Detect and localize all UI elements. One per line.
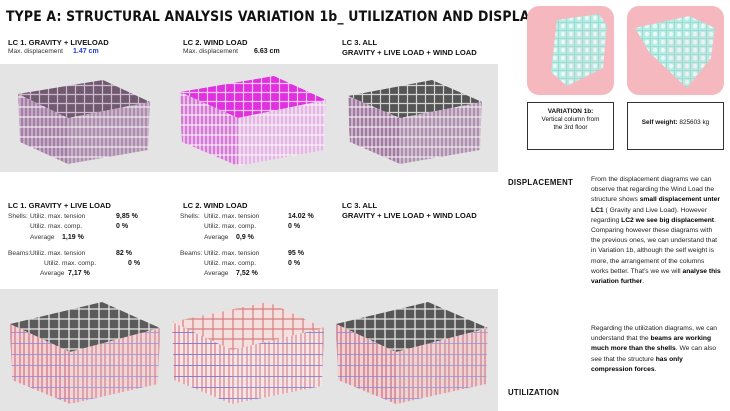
lc1-utilization-title: LC 1. GRAVITY + LIVE LOAD <box>8 201 111 210</box>
lc1-shells-tension-label: Utiliz. max. tension <box>30 213 86 220</box>
variation-thumbnail <box>527 6 614 95</box>
lc3-displacement-header: LC 3. ALL GRAVITY + LIVE LOAD + WIND LOA… <box>342 38 477 58</box>
lc1-displacement-header: LC 1. GRAVITY + LIVELOAD Max. displaceme… <box>8 38 109 55</box>
lc2-shells-comp-label: Utiliz. max. comp. <box>204 223 257 230</box>
lc1-disp-label: Max. displacement <box>8 48 63 55</box>
lc2-displacement-header: LC 2. WIND LOAD Max. displacement 6.63 c… <box>183 38 280 55</box>
self-weight-value: 825603 kg <box>679 119 710 126</box>
lc2-utilization-stats: Shells: Utiliz. max. tension 14.02 % Uti… <box>180 213 340 283</box>
lc2-displacement-model-image <box>176 70 331 170</box>
para1-text-4: . <box>642 278 645 286</box>
lc2-shells-avg-label: Average <box>204 234 229 241</box>
para2-bold-1: beams are working much more than the she… <box>591 335 712 353</box>
lc1-beams-tension: 82 % <box>116 250 132 257</box>
variation-desc-line1: Vertical column from <box>541 116 600 123</box>
page-title: TYPE A: STRUCTURAL ANALYSIS VARIATION 1b… <box>6 9 589 25</box>
lc1-shells-comp: 0 % <box>116 223 129 230</box>
lc1-beams-avg: 7,17 % <box>68 270 90 277</box>
lc3-utilization-header: LC 3. ALL GRAVITY + LIVE LOAD + WIND LOA… <box>342 201 477 221</box>
utilization-heading: UTILIZATION <box>508 388 560 397</box>
lc1-beams-comp: 0 % <box>128 260 141 267</box>
lc2-title: LC 2. WIND LOAD <box>183 38 248 47</box>
lc1-utilization-model-image <box>4 294 164 408</box>
lc2-utilization-model-image <box>168 294 328 408</box>
lc3-utilization-model-image <box>330 294 492 408</box>
displacement-paragraph: From the displacement diagrams we can ob… <box>591 175 721 287</box>
lc1-utilization-stats: Shells: Utiliz. max. tension 9,85 % Util… <box>8 213 168 283</box>
lc2-disp-value: 6.63 cm <box>253 48 280 55</box>
lc2-beams-comp-label: Utiliz. max. comp. <box>204 260 257 267</box>
para1-bold-2: LC2 we see big displacement <box>621 216 715 224</box>
lc2-shells-tension-label: Utiliz. max. tension <box>204 213 260 220</box>
para1-text-1: From the displacement diagrams we can ob… <box>591 176 715 204</box>
lc1-shells-avg: 1,19 % <box>62 234 84 241</box>
lc3-util-title-line1: LC 3. ALL <box>342 201 378 210</box>
lc2-beams-tension: 95 % <box>288 250 304 257</box>
lc2-shells-avg: 0,9 % <box>236 234 254 241</box>
variation-desc-line2: the 3rd floor <box>553 124 588 131</box>
lc1-disp-value: 1.47 cm <box>72 48 99 55</box>
variation-caption: VARIATION 1b: Vertical column from the 3… <box>527 102 614 150</box>
displacement-heading: DISPLACEMENT <box>508 178 574 187</box>
lc2-beams-label: Beams: <box>180 250 203 257</box>
lc2-shells-comp: 0 % <box>288 223 301 230</box>
self-weight-caption: Self weight: 825603 kg <box>627 102 724 150</box>
lc1-shells-comp-label: Utiliz. max. comp. <box>30 223 83 230</box>
para1-bold-3: analyse this variation further <box>591 267 721 286</box>
utilization-paragraph: Regarding the utilization diagrams, we c… <box>591 324 721 375</box>
self-weight-thumbnail <box>627 6 724 95</box>
lc2-beams-avg-label: Average <box>204 270 229 277</box>
self-weight-label: Self weight: <box>641 119 678 126</box>
lc1-beams-avg-label: Average <box>40 270 65 277</box>
para2-text-1: Regarding the utilization diagrams, we c… <box>591 325 718 343</box>
variation-name: VARIATION 1b: <box>547 108 594 115</box>
lc2-beams-avg: 7,52 % <box>236 270 258 277</box>
lc2-beams-comp: 0 % <box>288 260 301 267</box>
lc1-shells-avg-label: Average <box>30 234 55 241</box>
lc2-shells-label: Shells: <box>180 213 200 220</box>
para1-text-2: ( Gravity and Live Load). However regard… <box>591 206 707 224</box>
lc2-disp-label: Max. displacement <box>183 48 238 55</box>
lc2-beams-tension-label: Utiliz. max. tension <box>204 250 260 257</box>
para2-text-2: . We can also see that the structure <box>591 345 717 363</box>
para1-bold-1: small displacement unter LC1 <box>591 196 720 214</box>
lc2-utilization-title: LC 2. WIND LOAD <box>183 201 248 210</box>
lc3-displacement-model-image <box>340 72 490 168</box>
lc2-shells-tension: 14.02 % <box>288 213 314 220</box>
lc1-title: LC 1. GRAVITY + LIVELOAD <box>8 38 109 47</box>
lc1-beams-comp-label: Utiliz. max. comp. <box>44 260 97 267</box>
lc3-title-line2: GRAVITY + LIVE LOAD + WIND LOAD <box>342 48 477 57</box>
para2-bold-2: has only compression forces <box>591 355 683 373</box>
lc1-beams-label: Beams: <box>8 250 31 257</box>
lc1-shells-tension: 9,85 % <box>116 213 138 220</box>
lc1-displacement-model-image <box>8 72 158 168</box>
lc1-shells-label: Shells: <box>8 213 28 220</box>
lc3-util-title-line2: GRAVITY + LIVE LOAD + WIND LOAD <box>342 211 477 220</box>
para2-text-3: . <box>654 365 657 373</box>
lc3-title-line1: LC 3. ALL <box>342 38 378 47</box>
para1-text-3: . Comparing however these diagrams with … <box>591 216 718 275</box>
lc1-beams-tension-label: Utiliz. max. tension <box>30 250 86 257</box>
